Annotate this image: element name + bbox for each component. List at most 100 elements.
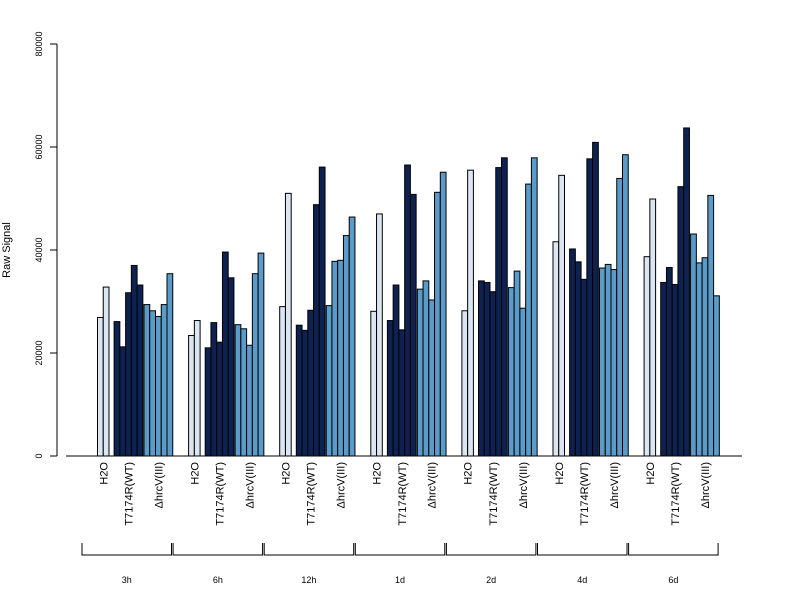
bar-12h-H2O-2 <box>284 192 292 457</box>
bar-6d-T7174RWT-5 <box>683 127 690 457</box>
y-tick-labels: 0 20000 40000 60000 80000 <box>34 31 44 458</box>
bar-2d-T7174RWT-5 <box>501 157 508 457</box>
bar-3h-hrcVIII-4 <box>160 304 168 457</box>
bar-3h-hrcVIII-2 <box>149 310 156 457</box>
time-group-label: 12h <box>301 575 316 585</box>
bar-1d-H2O-2 <box>376 213 383 457</box>
bar-2d-T7174RWT-1 <box>478 280 485 457</box>
bar-2d-H2O-1 <box>461 310 469 457</box>
y-tick-label: 0 <box>34 453 44 458</box>
bar-12h-hrcVIII-2 <box>331 260 339 457</box>
bar-6h-H2O-1 <box>188 334 195 457</box>
bar-12h-H2O-1 <box>279 306 286 457</box>
bar-1d-T7174RWT-3 <box>398 329 406 457</box>
bar-6d-T7174RWT-2 <box>665 267 673 457</box>
bar-6h-H2O-2 <box>193 320 201 457</box>
bar-12h-T7174RWT-5 <box>318 166 326 457</box>
time-bracket <box>172 543 264 556</box>
bar-4d-T7174RWT-3 <box>580 278 588 457</box>
treatment-label: T7174R(WT) <box>306 462 318 526</box>
y-axis <box>50 43 58 457</box>
time-bracket <box>263 543 355 556</box>
bar-3h-H2O-2 <box>102 286 110 457</box>
time-group-label: 6d <box>668 575 678 585</box>
time-group-label: 3h <box>122 575 132 585</box>
bar-3h-T7174RWT-4 <box>130 264 138 457</box>
bar-3h-T7174RWT-5 <box>136 284 144 457</box>
bar-4d-H2O-1 <box>552 241 560 457</box>
time-bracket <box>537 543 628 556</box>
bar-3h-hrcVIII-3 <box>155 315 162 457</box>
bar-6d-hrcVIII-3 <box>701 257 709 457</box>
time-group-label: 4d <box>577 575 587 585</box>
bar-12h-hrcVIII-5 <box>348 216 356 457</box>
bar-3h-T7174RWT-2 <box>119 346 127 457</box>
y-tick-label: 40000 <box>34 237 44 262</box>
treatment-label: H2O <box>372 462 384 485</box>
bar-2d-T7174RWT-2 <box>483 281 491 457</box>
bar-6h-hrcVIII-3 <box>246 344 253 457</box>
bar-4d-hrcVIII-4 <box>616 177 623 457</box>
bar-3h-hrcVIII-1 <box>143 304 151 457</box>
time-bracket <box>354 543 446 556</box>
treatment-label: H2O <box>463 462 475 485</box>
bar-3h-T7174RWT-1 <box>113 321 121 457</box>
bar-6h-hrcVIII-4 <box>251 273 259 457</box>
treatment-label: T7174R(WT) <box>670 462 682 526</box>
bar-1d-T7174RWT-1 <box>386 320 394 457</box>
bar-12h-hrcVIII-4 <box>342 235 350 457</box>
bar-1d-hrcVIII-4 <box>434 191 441 457</box>
bar-6h-hrcVIII-2 <box>240 328 248 457</box>
bar-6d-T7174RWT-4 <box>677 186 685 457</box>
treatment-label: ΔhrcV(III) <box>609 462 621 508</box>
treatment-label: T7174R(WT) <box>488 462 500 526</box>
bar-12h-hrcVIII-1 <box>325 305 333 457</box>
bar-6h-T7174RWT-4 <box>221 251 229 457</box>
bar-12h-hrcVIII-3 <box>337 259 344 457</box>
bar-6h-hrcVIII-1 <box>234 324 242 457</box>
bar-6d-hrcVIII-5 <box>713 295 720 457</box>
bar-6d-H2O-1 <box>643 256 651 457</box>
treatment-label: ΔhrcV(III) <box>518 462 530 508</box>
bar-1d-hrcVIII-1 <box>416 288 424 457</box>
bar-4d-T7174RWT-2 <box>574 261 582 457</box>
bar-2d-hrcVIII-1 <box>507 287 515 457</box>
bar-6h-T7174RWT-3 <box>216 341 223 457</box>
y-tick-label: 80000 <box>34 31 44 56</box>
bar-6d-hrcVIII-1 <box>690 233 697 457</box>
bar-6h-T7174RWT-5 <box>227 277 235 457</box>
y-tick-label: 60000 <box>34 134 44 159</box>
bar-3h-hrcVIII-5 <box>166 273 174 457</box>
bar-4d-hrcVIII-2 <box>604 263 612 457</box>
bar-12h-T7174RWT-2 <box>301 329 309 457</box>
treatment-label: ΔhrcV(III) <box>244 462 256 508</box>
y-tick-label: 20000 <box>34 340 44 365</box>
treatment-label: ΔhrcV(III) <box>700 462 712 508</box>
treatment-label: T7174R(WT) <box>579 462 591 526</box>
bar-6d-hrcVIII-4 <box>707 194 715 457</box>
bar-12h-T7174RWT-4 <box>313 204 320 457</box>
time-group-label: 1d <box>395 575 405 585</box>
bar-1d-hrcVIII-5 <box>439 171 447 457</box>
time-brackets: 3h 6h 12h 1d 2d 4d 6d <box>81 543 719 585</box>
bar-1d-T7174RWT-4 <box>404 164 411 457</box>
bar-2d-hrcVIII-3 <box>519 307 527 457</box>
bar-4d-hrcVIII-5 <box>622 154 629 457</box>
bar-4d-T7174RWT-5 <box>592 141 599 457</box>
bar-2d-hrcVIII-4 <box>525 183 532 457</box>
bar-6h-T7174RWT-2 <box>210 322 218 457</box>
treatment-label: H2O <box>554 462 566 485</box>
bar-4d-hrcVIII-1 <box>599 267 606 457</box>
treatment-labels: H2O T7174R(WT) ΔhrcV(III) H2O T7174R(WT) Δhrc… <box>98 462 712 526</box>
bar-6h-hrcVIII-5 <box>257 252 265 457</box>
bar-2d-T7174RWT-3 <box>489 291 497 457</box>
bar-6d-T7174RWT-3 <box>671 284 679 457</box>
bar-2d-H2O-2 <box>467 169 474 457</box>
time-bracket <box>628 543 719 556</box>
time-bracket <box>81 543 172 556</box>
time-group-label: 2d <box>486 575 496 585</box>
treatment-label: ΔhrcV(III) <box>427 462 439 508</box>
bars <box>97 127 720 457</box>
bar-12h-T7174RWT-1 <box>295 324 303 457</box>
